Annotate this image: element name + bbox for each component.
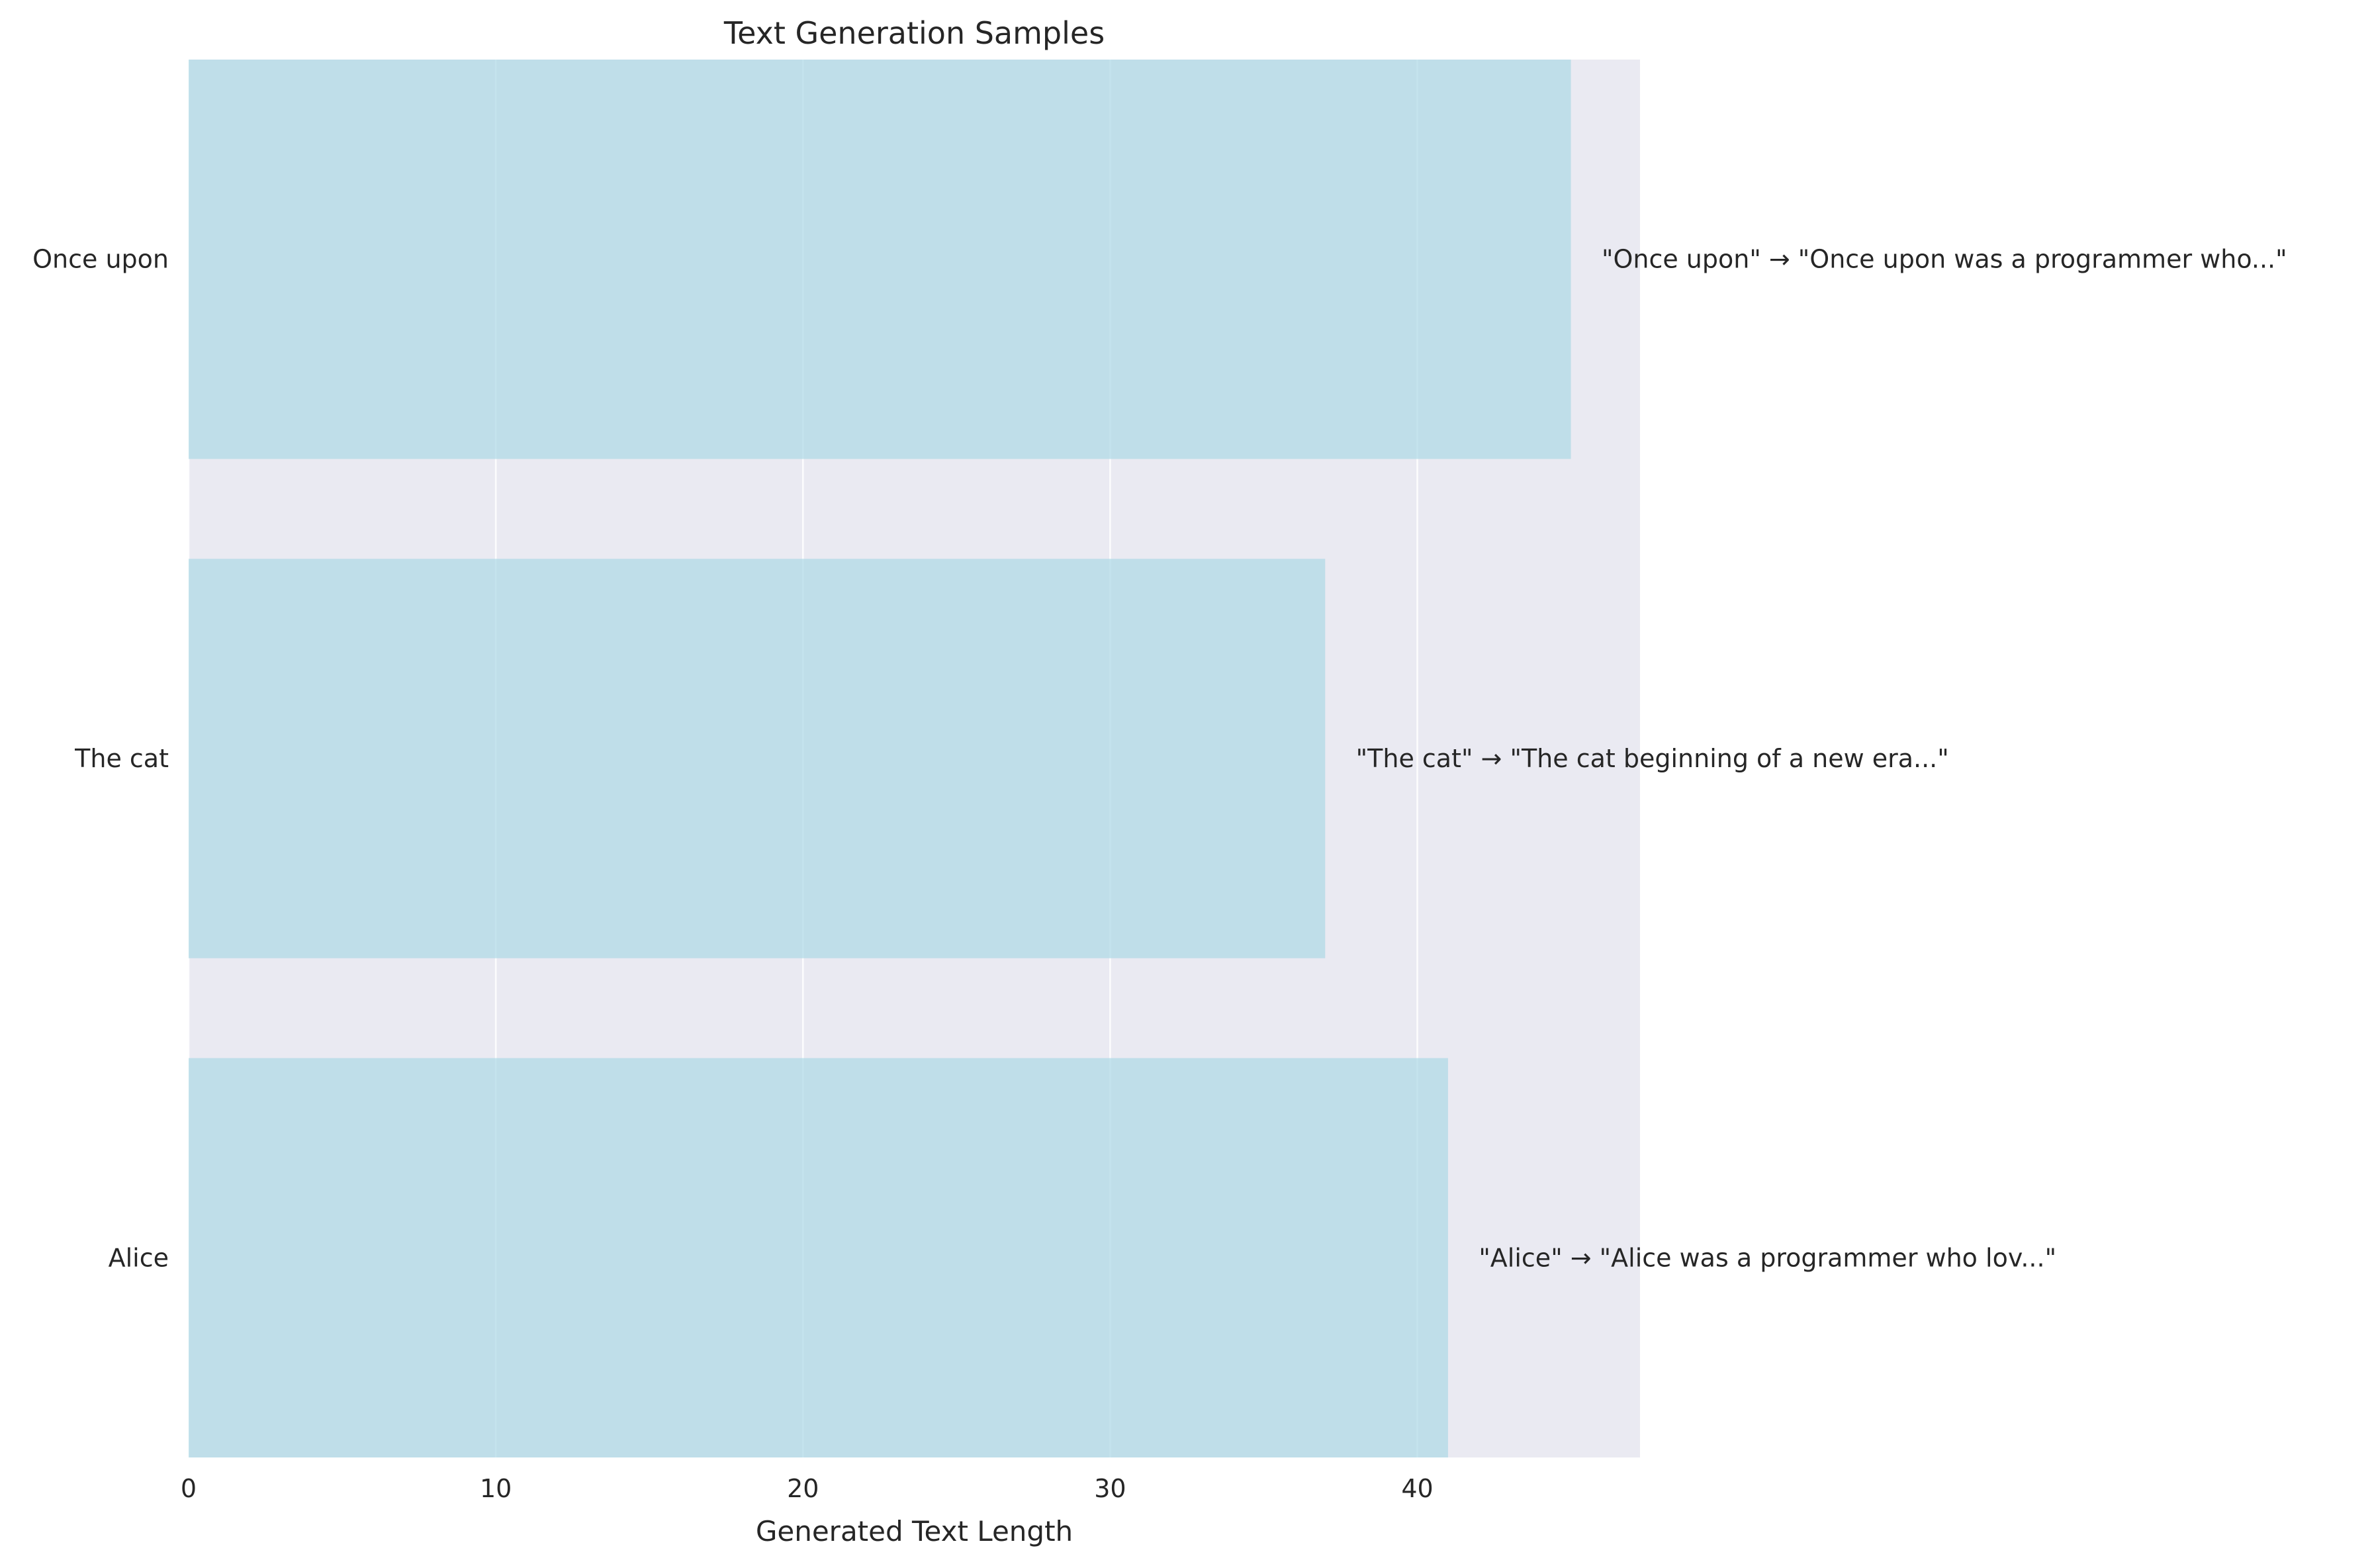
bar-alice bbox=[189, 1058, 1448, 1457]
x-tick-label: 0 bbox=[181, 1474, 197, 1503]
x-tick-label: 20 bbox=[787, 1474, 819, 1503]
x-tick-label: 40 bbox=[1401, 1474, 1433, 1503]
y-tick-label: Once upon bbox=[32, 245, 169, 274]
bar-the-cat bbox=[189, 559, 1326, 958]
bars bbox=[189, 60, 1571, 1457]
y-axis-ticks: Alice The cat Once upon bbox=[32, 245, 169, 1273]
annotations: "Alice" → "Alice was a programmer who lo… bbox=[1356, 245, 2287, 1273]
y-tick-label: The cat bbox=[74, 744, 169, 773]
bar-once-upon bbox=[189, 60, 1571, 459]
bar-annotation: "Once upon" → "Once upon was a programme… bbox=[1602, 245, 2287, 274]
bar-annotation: "The cat" → "The cat beginning of a new … bbox=[1356, 744, 1949, 773]
x-axis-label: Generated Text Length bbox=[756, 1515, 1073, 1547]
y-tick-label: Alice bbox=[109, 1243, 169, 1272]
bar-annotation: "Alice" → "Alice was a programmer who lo… bbox=[1479, 1243, 2056, 1272]
x-axis-ticks: 0 10 20 30 40 bbox=[181, 1474, 1434, 1503]
chart-title: Text Generation Samples bbox=[723, 15, 1105, 51]
x-tick-label: 30 bbox=[1094, 1474, 1126, 1503]
x-tick-label: 10 bbox=[480, 1474, 512, 1503]
